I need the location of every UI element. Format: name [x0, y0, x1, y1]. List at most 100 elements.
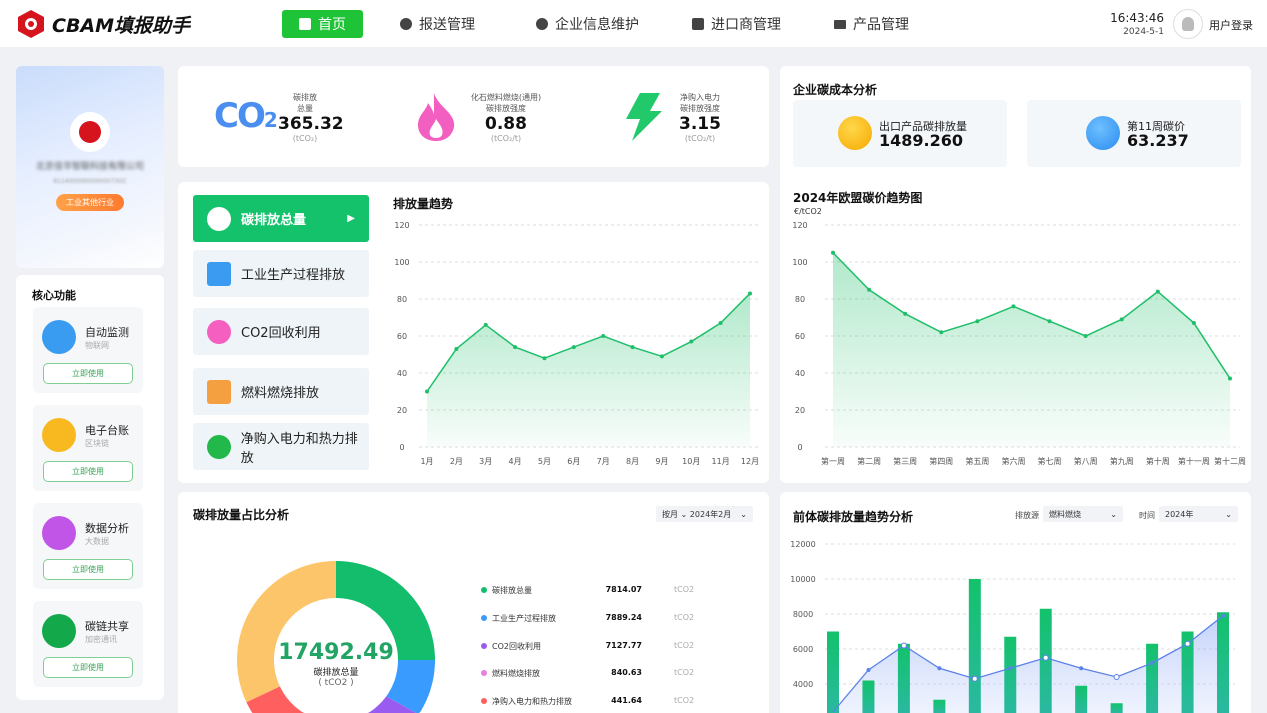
data-point — [975, 319, 980, 324]
donut-slice — [246, 686, 361, 713]
y-tick-label: 10000 — [790, 575, 815, 584]
use-now-button[interactable]: 立即使用 — [43, 461, 133, 482]
time-label: 时间 — [1139, 511, 1155, 520]
data-point — [1042, 654, 1049, 661]
use-now-button[interactable]: 立即使用 — [43, 559, 133, 580]
login-link[interactable]: 用户登录 — [1209, 19, 1253, 32]
legend-item: 燃料燃烧排放 840.63 tCO2 — [481, 668, 701, 680]
section-title: 核心功能 — [32, 289, 76, 302]
section-title: 企业碳成本分析 — [793, 83, 878, 97]
user-icon — [1182, 17, 1194, 31]
y-tick-label: 60 — [397, 332, 407, 341]
data-point — [425, 389, 429, 394]
data-point — [1228, 376, 1232, 381]
data-point — [1047, 319, 1052, 324]
legend-item: CO2回收利用 7127.77 tCO2 — [481, 641, 701, 653]
data-point — [1079, 666, 1084, 671]
function-name: 数据分析 — [85, 522, 129, 535]
y-tick-label: 120 — [394, 221, 409, 230]
bar — [1075, 685, 1088, 713]
x-tick-label: 第一周 — [821, 456, 845, 466]
legend-name: 工业生产过程排放 — [492, 613, 556, 623]
legend-name: 净购入电力和热力排放 — [492, 697, 572, 707]
core-function-item: 数据分析 大数据 立即使用 — [33, 503, 143, 589]
y-tick-label: 8000 — [793, 610, 813, 619]
menu-item[interactable]: CO2回收利用 — [193, 308, 369, 355]
chart-title: 排放量趋势 — [393, 197, 454, 211]
y-tick-label: 80 — [795, 295, 805, 304]
menu-item[interactable]: 燃料燃烧排放 — [193, 368, 369, 415]
nav-product[interactable]: 产品管理 — [822, 10, 921, 38]
use-now-button[interactable]: 立即使用 — [43, 363, 133, 384]
x-tick-label: 1月 — [420, 457, 433, 466]
use-now-button[interactable]: 立即使用 — [43, 657, 133, 678]
x-tick-label: 第二周 — [857, 456, 881, 466]
data-point — [1155, 289, 1160, 294]
donut-slice — [336, 561, 435, 660]
source-select[interactable]: 燃料燃烧 ⌄ — [1043, 506, 1123, 522]
y-tick-label: 40 — [397, 369, 407, 378]
section-title: 碳排放量占比分析 — [193, 508, 290, 522]
export-emission-tile: 出口产品碳排放量 1489.260 — [793, 100, 1007, 167]
bar — [1217, 612, 1229, 713]
legend-unit: tCO2 — [674, 668, 695, 678]
nav-label: 首页 — [318, 17, 346, 33]
menu-label: 燃料燃烧排放 — [241, 386, 320, 401]
x-tick-label: 10月 — [682, 457, 700, 466]
y-tick-label: 4000 — [793, 680, 813, 689]
function-icon — [42, 418, 76, 452]
chevron-down-icon: ⌄ — [740, 509, 747, 519]
bar — [897, 643, 910, 713]
x-tick-label: 2月 — [450, 457, 463, 466]
nav-home[interactable]: 首页 — [282, 10, 363, 38]
bar — [862, 680, 875, 713]
data-point — [659, 354, 664, 359]
legend-item: 净购入电力和热力排放 441.64 tCO2 — [481, 696, 701, 708]
avatar[interactable] — [1173, 9, 1203, 39]
data-point — [513, 345, 518, 350]
tile-label: 第11周碳价 — [1127, 120, 1185, 133]
function-name: 电子台账 — [85, 424, 129, 437]
bar — [1039, 608, 1052, 713]
legend-value: 7127.77 — [605, 640, 642, 650]
stat-unit: (tCO₂/t) — [684, 134, 716, 143]
y-tick-label: 80 — [397, 295, 407, 304]
legend-dot — [481, 642, 487, 649]
nav-company[interactable]: 企业信息维护 — [524, 10, 651, 38]
company-code: 91140000000000073OC — [53, 178, 127, 185]
time-select[interactable]: 2024年 ⌄ — [1159, 506, 1238, 522]
data-point — [748, 291, 752, 296]
x-tick-label: 第十二周 — [1214, 456, 1246, 466]
nav-label: 进口商管理 — [711, 17, 781, 33]
chart-icon — [536, 18, 548, 30]
period-value: 按月 — [662, 509, 678, 519]
menu-item[interactable]: 工业生产过程排放 — [193, 250, 369, 297]
data-point — [454, 346, 459, 351]
time-value: 2024年 — [1165, 509, 1194, 519]
x-tick-label: 第五周 — [965, 456, 989, 466]
data-point — [900, 642, 907, 649]
stat-label: 化石燃料燃烧(通用) — [470, 93, 542, 102]
stat-value: 365.32 — [278, 114, 344, 134]
co2-icon: CO2 — [214, 96, 278, 136]
lightning-icon — [626, 93, 662, 141]
donut-slice — [386, 660, 435, 713]
core-function-item: 碳链共享 加密通讯 立即使用 — [33, 601, 143, 687]
chevron-down-icon: ⌄ — [1225, 509, 1232, 519]
nav-importer[interactable]: 进口商管理 — [680, 10, 793, 38]
flame-icon — [418, 93, 455, 141]
x-tick-label: 第十周 — [1146, 456, 1170, 466]
app-logo[interactable]: CBAM填报助手 — [16, 9, 190, 39]
period-select[interactable]: 按月 ⌄ 2024年2月 ⌄ — [656, 506, 753, 522]
y-tick-label: 120 — [792, 221, 807, 230]
function-sub: 区块链 — [85, 439, 109, 448]
x-tick-label: 第四周 — [929, 456, 953, 466]
nav-report[interactable]: 报送管理 — [388, 10, 487, 38]
menu-item[interactable]: 碳排放总量 ▶ — [193, 195, 369, 242]
x-tick-label: 第六周 — [1001, 456, 1025, 466]
tile-value: 63.237 — [1127, 131, 1189, 150]
menu-item[interactable]: 净购入电力和热力排放 — [193, 423, 369, 470]
flame-icon — [207, 319, 231, 344]
bar — [1110, 703, 1123, 713]
y-tick-label: 20 — [795, 406, 805, 415]
